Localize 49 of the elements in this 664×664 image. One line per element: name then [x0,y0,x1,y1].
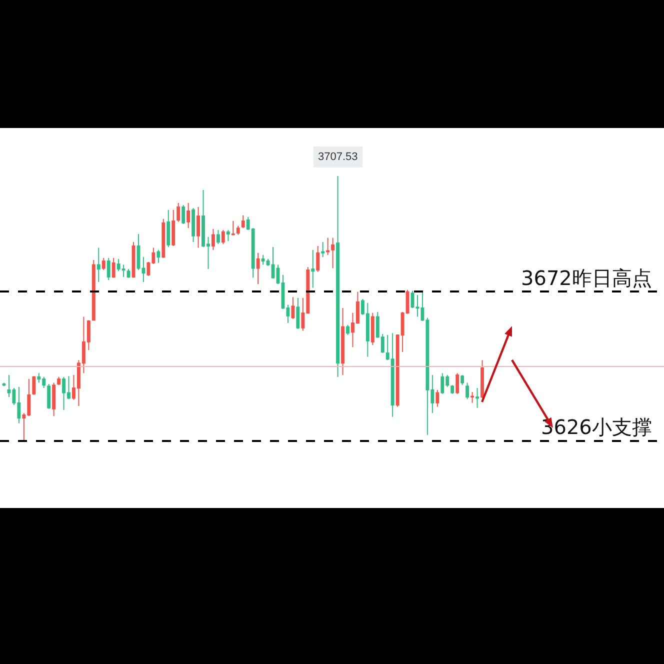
candlestick [226,230,230,242]
candlestick [316,245,320,272]
candlestick [456,372,460,394]
candlestick [466,382,470,400]
candlestick [182,204,186,224]
candlestick [450,384,454,394]
candlestick [192,208,196,242]
candlestick [416,294,420,318]
candlestick [186,202,190,229]
candlestick [196,206,200,248]
candlestick [241,214,245,229]
candlestick [436,389,440,408]
candlestick [212,228,215,250]
candlestick [32,376,36,396]
candlestick [156,249,160,264]
candlestick [96,247,100,282]
ref-line-label: 3672昨日高点 [521,266,652,290]
candlestick [112,257,116,278]
candlestick [476,387,479,408]
candlestick [102,257,106,271]
candlestick [256,252,260,285]
candlestick [231,220,235,236]
candlestick [142,256,146,282]
annotation: 3707.53 [318,151,358,163]
candlestick [221,230,225,245]
candlestick [106,257,110,281]
candlestick [57,376,61,386]
candlestick [136,234,140,271]
candlestick [126,268,130,278]
candlestick [236,225,240,236]
candlestick [176,202,180,222]
candlestick [370,312,374,346]
candlestick [470,391,474,404]
candlestick [216,230,220,245]
candlestick [480,360,484,399]
candlestick [321,241,325,258]
candlestick [336,175,340,378]
candlestick [162,218,166,258]
candlestick [296,297,300,330]
candlestick [92,259,96,321]
candlestick [47,384,51,410]
candlestick [291,296,295,320]
candlestick [341,307,344,376]
candlestick [172,209,176,246]
candlestick [52,382,56,417]
candlestick [346,324,350,336]
candlestick [460,374,464,386]
candlestick [166,209,170,248]
candlestick [311,249,315,288]
